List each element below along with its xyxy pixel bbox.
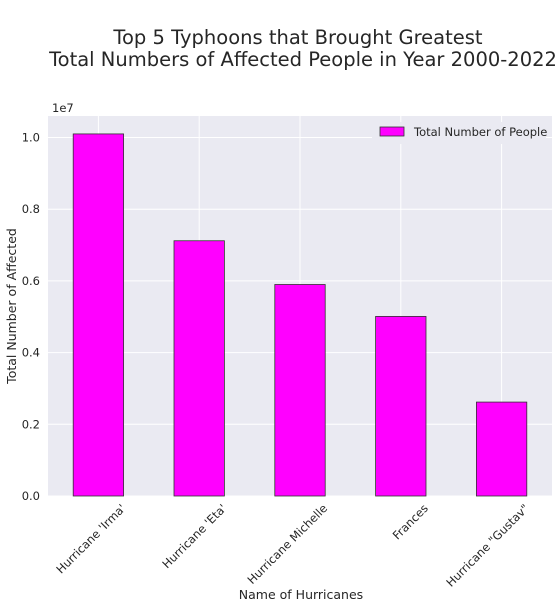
chart-title-line-1: Top 5 Typhoons that Brought Greatest xyxy=(112,26,483,49)
x-tick-labels: Hurricane 'Irma' Hurricane 'Eta' Hurricane… xyxy=(53,501,531,589)
bar xyxy=(173,240,225,497)
bar xyxy=(274,284,326,497)
y-axis-label: Total Number of Affected xyxy=(4,228,19,385)
bar xyxy=(72,133,124,497)
x-axis-label: Name of Hurricanes xyxy=(239,587,363,602)
legend-box xyxy=(372,122,546,144)
y-tick-label: 0.0 xyxy=(22,489,40,503)
y-tick-label: 0.4 xyxy=(22,346,40,360)
y-tick-label: 1.0 xyxy=(22,131,40,145)
x-tick-label: Hurricane Michelle xyxy=(245,501,331,587)
y-tick-label: 0.6 xyxy=(22,274,40,288)
x-tick-label: Hurricane "Gustav" xyxy=(443,501,531,589)
y-tick-label: 0.8 xyxy=(22,202,40,216)
y-tick-labels: 0.0 0.2 0.4 0.6 0.8 1.0 xyxy=(22,131,40,503)
legend-swatch xyxy=(379,126,405,137)
y-tick-label: 0.2 xyxy=(22,417,40,431)
legend-label: Total Number of People xyxy=(413,125,547,139)
x-tick-label: Hurricane 'Irma' xyxy=(53,501,128,576)
y-offset-label: 1e7 xyxy=(52,101,74,115)
chart-title-line-2: Total Numbers of Affected People in Year… xyxy=(48,48,557,71)
bars xyxy=(72,133,528,497)
x-tick-label: Hurricane 'Eta' xyxy=(159,501,229,571)
legend: Total Number of People xyxy=(372,122,547,144)
bar xyxy=(375,315,427,497)
x-tick-label: Frances xyxy=(390,501,431,542)
bar xyxy=(475,401,528,497)
